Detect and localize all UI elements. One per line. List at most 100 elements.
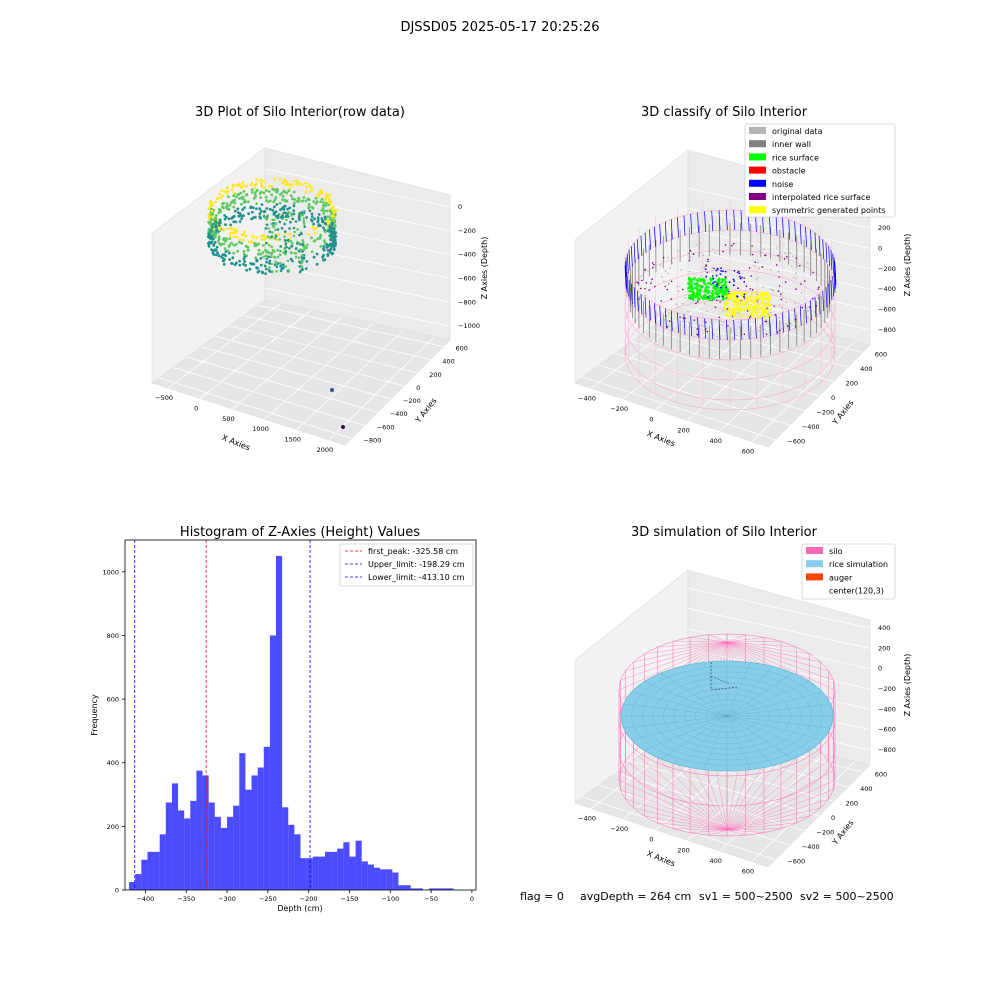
rice-surface-point [699,289,701,291]
raw-point [279,193,282,196]
interior-point [750,275,752,277]
raw-point [288,227,291,230]
symmetric-point [737,299,739,301]
raw-point [269,208,272,211]
raw-point [242,233,245,236]
raw-point [279,250,282,253]
rice-surface-point [689,295,691,297]
rice-surface-point [687,282,689,284]
raw-point [236,184,239,187]
interior-point [663,257,665,259]
raw-point [236,250,239,253]
raw-point [228,245,231,248]
simulation-plot-title: 3D simulation of Silo Interior [631,525,818,540]
raw-point [295,256,298,259]
x-tick-label: 0 [649,416,653,424]
raw-point [271,209,274,212]
raw-point [293,231,296,234]
interior-point [694,319,696,321]
rice-surface-point [713,285,715,287]
raw-point [329,202,332,205]
interior-point [723,321,725,323]
rice-surface-point [701,285,703,287]
raw-point [276,265,279,268]
interior-point [713,268,715,270]
noise-point [714,281,716,283]
interior-point [801,292,803,294]
interior-point [683,318,685,320]
rice-surface-point [725,288,727,290]
symmetric-point [724,308,726,310]
rice-surface-point [716,290,718,292]
raw-point [333,248,336,251]
interior-point [731,245,733,247]
raw-point [263,180,266,183]
x-tick-label: 400 [710,857,722,865]
symmetric-point [728,309,730,311]
noise-point [743,296,745,298]
raw-point [243,258,246,261]
symmetric-point [756,311,758,313]
interior-point [766,334,768,336]
interior-point [781,299,783,301]
x-tick-label: 1500 [284,436,301,444]
raw-point [322,207,325,210]
interior-point [818,287,820,289]
raw-point [217,239,220,242]
raw-point [208,215,211,218]
interior-point [680,269,682,271]
interior-point [770,269,772,271]
interior-point [763,286,765,288]
z-tick-label: −800 [878,326,896,334]
interior-point [727,325,729,327]
y-tick-label: −800 [364,436,382,444]
interior-point [741,277,743,279]
y-tick-label: 1000 [102,568,119,576]
legend-label: silo [829,547,843,556]
raw-outlier-point [341,425,345,429]
raw-point [322,245,325,248]
raw-point [256,267,259,270]
y-tick-label: 0 [115,887,119,895]
raw-point [292,209,295,212]
symmetric-point [748,306,750,308]
raw-point [269,200,272,203]
interior-point [705,321,707,323]
noise-point [720,287,722,289]
interior-point [776,247,778,249]
raw-point [265,268,268,271]
raw-point [265,242,268,245]
x-tick-label: 200 [677,426,689,434]
interior-point [784,252,786,254]
histogram-bar [337,849,343,890]
histogram-bar [154,852,160,890]
interior-point [651,278,653,280]
z-tick-label: 400 [878,624,890,632]
raw-point [227,250,230,253]
raw-point [260,182,263,185]
symmetric-point [748,309,750,311]
interior-point [795,319,797,321]
raw-point [287,215,290,218]
raw-point [268,269,271,272]
interior-point [781,307,783,309]
raw-point [326,210,329,213]
raw-point [235,221,238,224]
raw-point [226,190,229,193]
interior-point [807,263,809,265]
raw-point [275,203,278,206]
raw-point [235,196,238,199]
rice-surface-point [709,295,711,297]
raw-point [265,196,268,199]
raw-point [293,191,296,194]
raw-point [322,201,325,204]
symmetric-point [737,304,739,306]
symmetric-point [733,291,735,293]
raw-point [326,215,329,218]
raw-point [273,206,276,209]
symmetric-point [727,302,729,304]
raw-point [213,236,216,239]
raw-point [242,263,245,266]
raw-point [303,196,306,199]
symmetric-point [767,316,769,318]
